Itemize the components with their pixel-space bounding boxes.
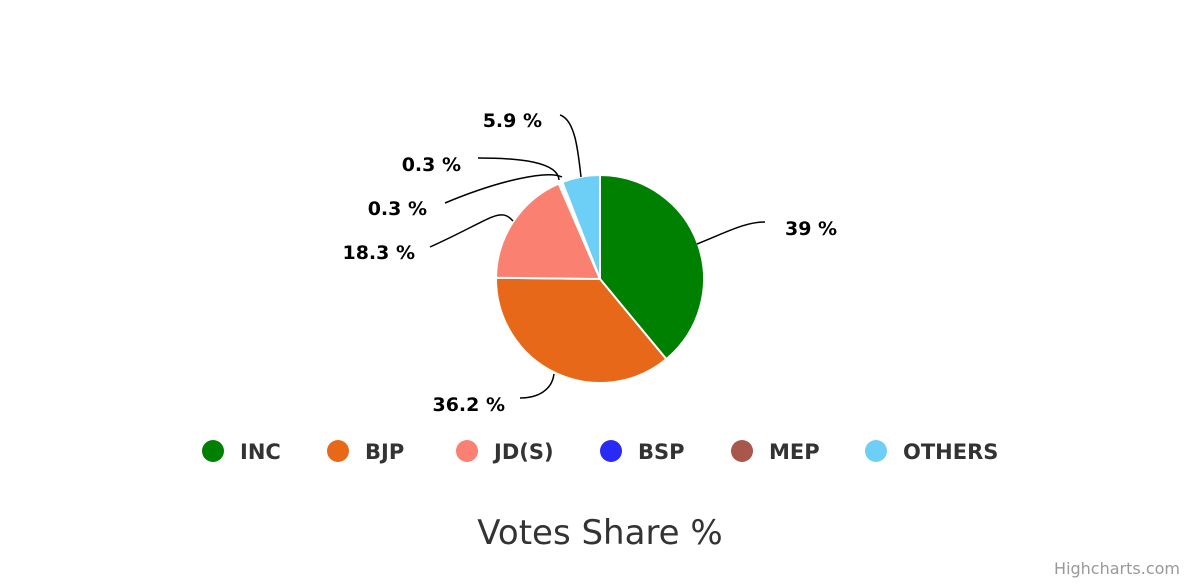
legend-marker <box>202 440 224 462</box>
legend-label: OTHERS <box>903 440 998 464</box>
data-labels: 39 % 36.2 % 18.3 % 0.3 % 0.3 % 5.9 % <box>342 110 837 416</box>
legend-marker <box>731 440 753 462</box>
legend-item-bjp[interactable]: BJP <box>327 440 404 464</box>
legend-item-mep[interactable]: MEP <box>731 440 820 464</box>
connector-line <box>429 214 514 248</box>
data-label: 18.3 % <box>342 242 415 264</box>
chart-title: Votes Share % <box>477 513 722 553</box>
data-label: 39 % <box>785 218 837 240</box>
data-label: 0.3 % <box>368 198 427 220</box>
legend-label: JD(S) <box>492 440 554 464</box>
legend-item-bsp[interactable]: BSP <box>600 440 685 464</box>
data-label: 36.2 % <box>432 394 505 416</box>
connector-line <box>519 373 555 399</box>
legend-label: MEP <box>769 440 820 464</box>
legend-item-inc[interactable]: INC <box>202 440 281 464</box>
pie-slice-jds[interactable] <box>495 182 601 280</box>
connector-line <box>696 221 766 245</box>
legend: INC BJP JD(S) BSP MEP OTHERS <box>202 440 998 464</box>
legend-marker <box>600 440 622 462</box>
connector-line <box>444 174 563 204</box>
pie-slices <box>495 174 705 384</box>
legend-label: BJP <box>365 440 404 464</box>
legend-item-jds[interactable]: JD(S) <box>456 440 554 464</box>
data-label: 0.3 % <box>402 154 461 176</box>
data-label: 5.9 % <box>483 110 542 132</box>
pie-slice-bjp[interactable] <box>495 276 668 384</box>
connector-line <box>559 114 582 178</box>
legend-label: BSP <box>638 440 685 464</box>
legend-label: INC <box>240 440 281 464</box>
legend-item-others[interactable]: OTHERS <box>865 440 998 464</box>
legend-marker <box>456 440 478 462</box>
label-connectors <box>429 114 766 399</box>
legend-marker <box>327 440 349 462</box>
legend-marker <box>865 440 887 462</box>
credits-link[interactable]: Highcharts.com <box>1054 559 1180 578</box>
connector-line <box>477 157 560 181</box>
